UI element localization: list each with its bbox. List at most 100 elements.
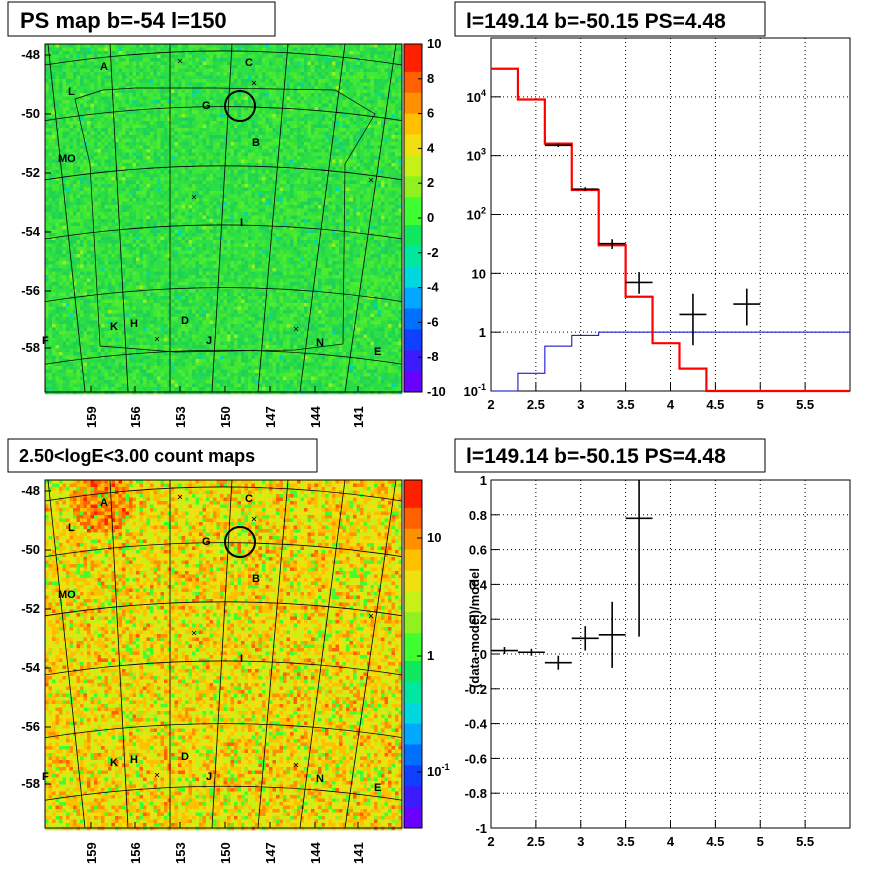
map-pixel bbox=[56, 55, 60, 59]
map-pixel bbox=[308, 65, 312, 69]
map-pixel bbox=[213, 202, 217, 206]
map-pixel bbox=[168, 149, 172, 153]
map-pixel bbox=[189, 149, 193, 153]
map-pixel bbox=[304, 209, 308, 213]
map-pixel bbox=[304, 93, 308, 97]
map-pixel bbox=[276, 65, 280, 69]
map-pixel bbox=[143, 44, 147, 48]
map-pixel bbox=[374, 83, 378, 87]
map-pixel bbox=[98, 160, 102, 164]
map-pixel bbox=[231, 167, 235, 171]
map-pixel bbox=[217, 153, 221, 157]
map-pixel bbox=[210, 146, 214, 150]
map-pixel bbox=[94, 51, 98, 55]
map-pixel bbox=[346, 79, 350, 83]
map-pixel bbox=[395, 163, 399, 167]
map-pixel bbox=[129, 198, 133, 202]
map-pixel bbox=[150, 62, 154, 66]
map-pixel bbox=[308, 191, 312, 195]
map-pixel bbox=[388, 132, 392, 136]
map-pixel bbox=[336, 177, 340, 181]
map-pixel bbox=[157, 202, 161, 206]
map-pixel bbox=[374, 65, 378, 69]
map-pixel bbox=[364, 86, 368, 90]
map-pixel bbox=[203, 198, 207, 202]
map-pixel bbox=[294, 177, 298, 181]
map-pixel bbox=[332, 156, 336, 160]
map-pixel bbox=[199, 55, 203, 59]
map-pixel bbox=[98, 153, 102, 157]
map-pixel bbox=[357, 132, 361, 136]
map-pixel bbox=[87, 118, 91, 122]
map-pixel bbox=[241, 135, 245, 139]
map-pixel bbox=[287, 93, 291, 97]
map-pixel bbox=[59, 79, 63, 83]
map-pixel bbox=[203, 177, 207, 181]
map-pixel bbox=[385, 195, 389, 199]
map-pixel bbox=[392, 44, 396, 48]
map-pixel bbox=[56, 79, 60, 83]
map-pixel bbox=[346, 174, 350, 178]
map-pixel bbox=[52, 205, 56, 209]
map-pixel bbox=[371, 170, 375, 174]
map-pixel bbox=[262, 153, 266, 157]
map-pixel bbox=[360, 72, 364, 76]
map-pixel bbox=[336, 121, 340, 125]
map-pixel bbox=[206, 212, 210, 216]
map-pixel bbox=[364, 104, 368, 108]
map-pixel bbox=[301, 156, 305, 160]
map-pixel bbox=[343, 79, 347, 83]
map-pixel bbox=[101, 146, 105, 150]
map-pixel bbox=[185, 149, 189, 153]
map-pixel bbox=[357, 83, 361, 87]
map-pixel bbox=[343, 100, 347, 104]
map-pixel bbox=[269, 202, 273, 206]
map-pixel bbox=[136, 121, 140, 125]
map-pixel bbox=[147, 100, 151, 104]
map-pixel bbox=[346, 125, 350, 129]
map-pixel bbox=[234, 209, 238, 213]
map-pixel bbox=[147, 83, 151, 87]
map-pixel bbox=[325, 104, 329, 108]
map-pixel bbox=[112, 202, 116, 206]
map-pixel bbox=[84, 90, 88, 94]
map-pixel bbox=[301, 128, 305, 132]
map-pixel bbox=[336, 135, 340, 139]
map-pixel bbox=[175, 209, 179, 213]
map-pixel bbox=[168, 209, 172, 213]
map-pixel bbox=[290, 139, 294, 143]
map-pixel bbox=[367, 205, 371, 209]
map-pixel bbox=[185, 128, 189, 132]
map-pixel bbox=[101, 44, 105, 48]
map-pixel bbox=[388, 153, 392, 157]
map-pixel bbox=[234, 146, 238, 150]
map-pixel bbox=[161, 209, 165, 213]
map-pixel bbox=[59, 58, 63, 62]
map-pixel bbox=[126, 69, 130, 73]
map-pixel bbox=[238, 156, 242, 160]
map-pixel bbox=[220, 69, 224, 73]
map-pixel bbox=[217, 128, 221, 132]
map-pixel bbox=[70, 121, 74, 125]
map-pixel bbox=[115, 83, 119, 87]
map-pixel bbox=[171, 135, 175, 139]
map-pixel bbox=[175, 188, 179, 192]
map-pixel bbox=[255, 167, 259, 171]
map-pixel bbox=[248, 111, 252, 115]
map-pixel bbox=[140, 79, 144, 83]
map-pixel bbox=[262, 149, 266, 153]
map-pixel bbox=[297, 83, 301, 87]
map-pixel bbox=[357, 212, 361, 216]
map-pixel bbox=[332, 79, 336, 83]
map-pixel bbox=[231, 153, 235, 157]
map-pixel bbox=[392, 83, 396, 87]
map-pixel bbox=[154, 97, 158, 101]
map-pixel bbox=[290, 121, 294, 125]
map-pixel bbox=[290, 97, 294, 101]
map-pixel bbox=[231, 149, 235, 153]
map-pixel bbox=[339, 156, 343, 160]
map-pixel bbox=[262, 83, 266, 87]
map-pixel bbox=[332, 149, 336, 153]
map-pixel bbox=[108, 93, 112, 97]
map-pixel bbox=[164, 181, 168, 185]
